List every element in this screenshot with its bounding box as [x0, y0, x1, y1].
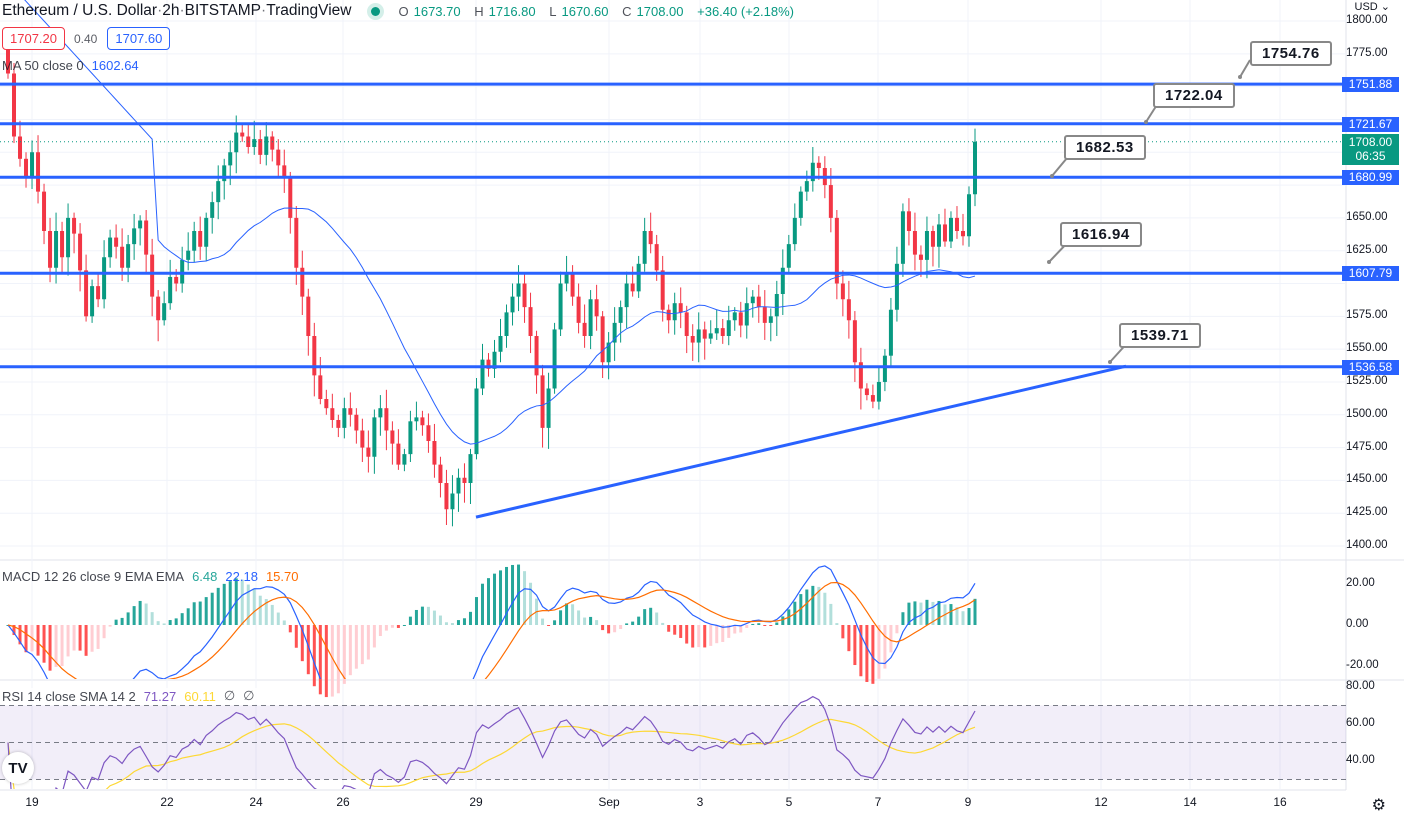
callout-label[interactable]: 1682.53 [1064, 135, 1146, 160]
time-tick-label: 7 [874, 795, 882, 809]
chart-settings-gear-icon[interactable]: ⚙ [1371, 797, 1386, 814]
price-tick-label: -20.00 [1346, 659, 1379, 671]
buy-price-button[interactable]: 1707.60 [107, 27, 171, 50]
rsi-band [0, 705, 1346, 780]
level-price-tag: 1607.79 [1342, 266, 1399, 282]
price-tick-label: 20.00 [1346, 577, 1375, 589]
rsi-sma-line [7, 718, 976, 789]
price-tick-label: 0.00 [1346, 618, 1369, 630]
spread-value: 0.40 [74, 31, 98, 46]
price-tick-label: 80.00 [1346, 680, 1375, 692]
symbol-name[interactable]: Ethereum / U.S. Dollar [2, 2, 158, 19]
price-tick-label: 1625.00 [1346, 243, 1388, 256]
callout-label[interactable]: 1722.04 [1153, 83, 1235, 108]
level-price-tag: 1680.99 [1342, 170, 1399, 186]
source-label: TradingView [266, 2, 352, 19]
macd-signal-value: 15.70 [265, 569, 299, 584]
time-tick-label: 26 [336, 795, 350, 809]
time-tick-label: 9 [964, 795, 972, 809]
price-tick-label: 40.00 [1346, 754, 1375, 766]
sell-price-button[interactable]: 1707.20 [2, 27, 65, 50]
price-tick-label: 1575.00 [1346, 309, 1388, 322]
price-tick-label: 1550.00 [1346, 342, 1388, 355]
level-price-tag: 1751.88 [1342, 77, 1399, 93]
tradingview-logo[interactable]: TV [2, 752, 34, 784]
last-price-tag: 1708.00 06:35 [1342, 134, 1399, 165]
price-tick-label: 1475.00 [1346, 440, 1388, 453]
callout-label[interactable]: 1539.71 [1119, 323, 1201, 348]
rsi-line [7, 695, 976, 789]
macd-hist-value: 6.48 [192, 569, 218, 584]
time-tick-label: 29 [469, 795, 483, 809]
price-tick-label: 60.00 [1346, 717, 1375, 729]
time-tick-label: 12 [1094, 795, 1108, 809]
macd-line [7, 565, 976, 679]
price-tick-label: 1650.00 [1346, 210, 1388, 223]
level-price-tag: 1536.58 [1342, 359, 1399, 375]
ma-value: 1602.64 [91, 58, 139, 73]
bid-ask-widget: 1707.20 0.40 1707.60 [2, 27, 171, 50]
interval-label[interactable]: 2h [162, 2, 180, 19]
rsi-indicator-legend[interactable]: RSI 14 close SMA 14 2 71.27 60.11 ∅ ∅ [2, 688, 267, 704]
time-tick-label: 22 [160, 795, 174, 809]
callout-label[interactable]: 1754.76 [1250, 41, 1332, 66]
ma-indicator-legend[interactable]: MA 50 close 0 1602.64 [2, 58, 139, 73]
price-tick-label: 1450.00 [1346, 473, 1388, 486]
macd-value: 22.18 [225, 569, 258, 584]
macd-histogram [6, 564, 977, 698]
callout-label[interactable]: 1616.94 [1060, 222, 1142, 247]
price-tick-label: 1800.00 [1346, 14, 1388, 26]
rsi-value: 71.27 [143, 688, 177, 704]
macd-indicator-legend[interactable]: MACD 12 26 close 9 EMA EMA 6.48 22.18 15… [2, 569, 299, 584]
ascending-trendline [475, 364, 1127, 519]
price-change: +36.40 (+2.18%) [697, 3, 794, 19]
price-tick-label: 1525.00 [1346, 374, 1388, 387]
price-tick-label: 1400.00 [1346, 539, 1388, 551]
time-tick-label: 14 [1183, 795, 1197, 809]
time-tick-label: 5 [785, 795, 793, 809]
currency-selector[interactable]: USD ⌄ [1354, 1, 1391, 13]
time-tick-label: 16 [1273, 795, 1287, 809]
price-tick-label: 1775.00 [1346, 46, 1388, 59]
time-tick-label: 19 [25, 795, 39, 809]
price-tick-label: 1500.00 [1346, 407, 1388, 420]
price-tick-label: 1425.00 [1346, 506, 1388, 519]
candlestick-series [6, 28, 977, 527]
time-tick-label: Sep [598, 795, 620, 809]
time-tick-label: 3 [696, 795, 704, 809]
chart-header-legend: Ethereum / U.S. Dollar · 2h · BITSTAMP ·… [2, 2, 799, 20]
bar-countdown: 06:35 [1355, 149, 1386, 163]
rsi-sma-value: 60.11 [184, 688, 216, 704]
ma50-line [24, 0, 976, 445]
macd-signal-line [7, 581, 976, 679]
market-open-status-icon[interactable] [371, 6, 381, 16]
ohlc-values: O 1673.70 H 1716.80 L 1670.60 C 1708.00 +36.… [398, 3, 794, 19]
time-tick-label: 24 [249, 795, 263, 809]
level-price-tag: 1721.67 [1342, 116, 1399, 132]
exchange-label: BITSTAMP [184, 2, 262, 19]
